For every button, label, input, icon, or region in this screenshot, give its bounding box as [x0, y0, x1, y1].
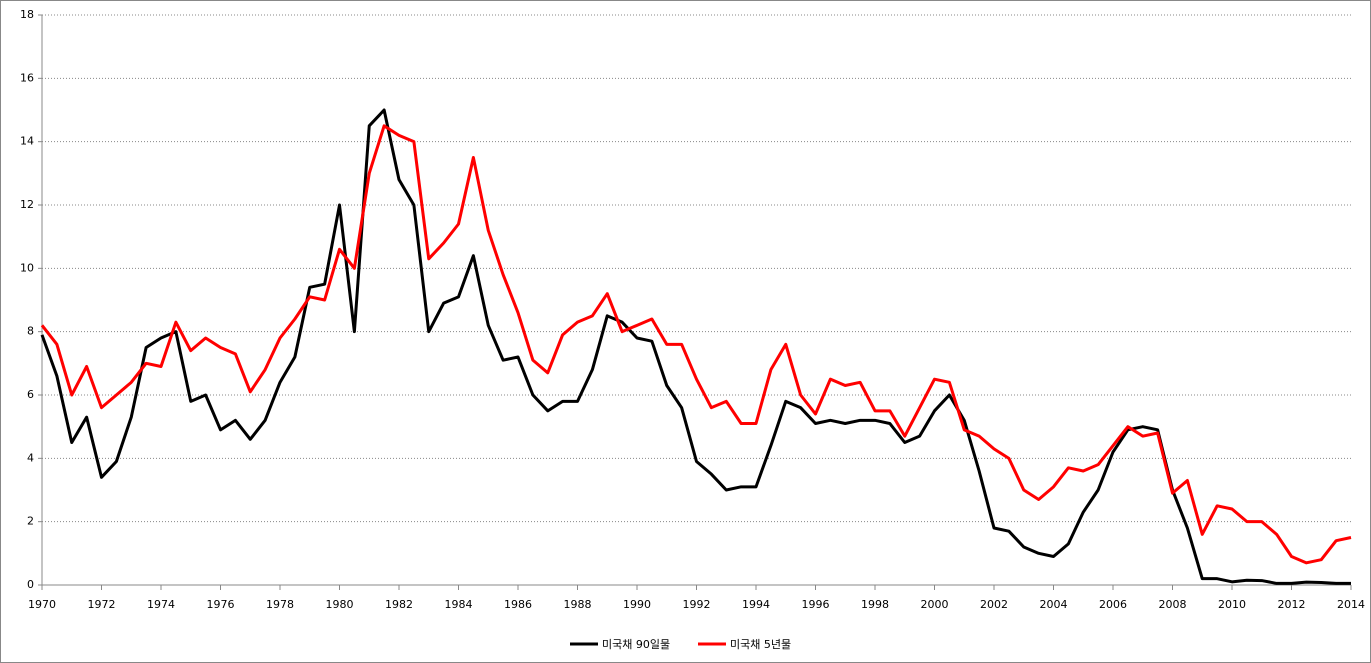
x-tick-label: 2004 — [1040, 598, 1068, 611]
legend-label: 미국채 90일물 — [602, 637, 670, 651]
x-tick-label: 1990 — [623, 598, 651, 611]
x-tick-label: 1978 — [266, 598, 294, 611]
y-tick-label: 6 — [27, 388, 34, 401]
x-tick-label: 2006 — [1099, 598, 1127, 611]
x-tick-label: 2010 — [1218, 598, 1246, 611]
y-tick-label: 0 — [27, 578, 34, 591]
x-tick-label: 2014 — [1337, 598, 1365, 611]
y-tick-label: 10 — [20, 261, 34, 274]
x-tick-label: 2008 — [1159, 598, 1187, 611]
x-tick-label: 1986 — [504, 598, 532, 611]
x-tick-label: 1972 — [88, 598, 116, 611]
x-tick-label: 1970 — [28, 598, 56, 611]
x-tick-label: 1992 — [683, 598, 711, 611]
x-tick-label: 1996 — [802, 598, 830, 611]
legend-label: 미국채 5년물 — [730, 638, 791, 651]
y-tick-label: 18 — [20, 8, 34, 21]
y-tick-label: 14 — [20, 135, 34, 148]
x-tick-label: 1998 — [861, 598, 889, 611]
y-tick-label: 16 — [20, 71, 34, 84]
y-tick-label: 12 — [20, 198, 34, 211]
y-tick-label: 4 — [27, 451, 34, 464]
x-tick-label: 1976 — [207, 598, 235, 611]
x-tick-label: 1984 — [445, 598, 473, 611]
y-tick-label: 2 — [27, 515, 34, 528]
x-tick-label: 2002 — [980, 598, 1008, 611]
x-tick-label: 1994 — [742, 598, 770, 611]
x-tick-label: 1974 — [147, 598, 175, 611]
x-tick-label: 1982 — [385, 598, 413, 611]
x-tick-label: 1988 — [564, 598, 592, 611]
y-tick-label: 8 — [27, 325, 34, 338]
x-tick-label: 2000 — [921, 598, 949, 611]
series-line — [40, 124, 1352, 565]
x-tick-label: 1980 — [326, 598, 354, 611]
x-tick-label: 2012 — [1278, 598, 1306, 611]
